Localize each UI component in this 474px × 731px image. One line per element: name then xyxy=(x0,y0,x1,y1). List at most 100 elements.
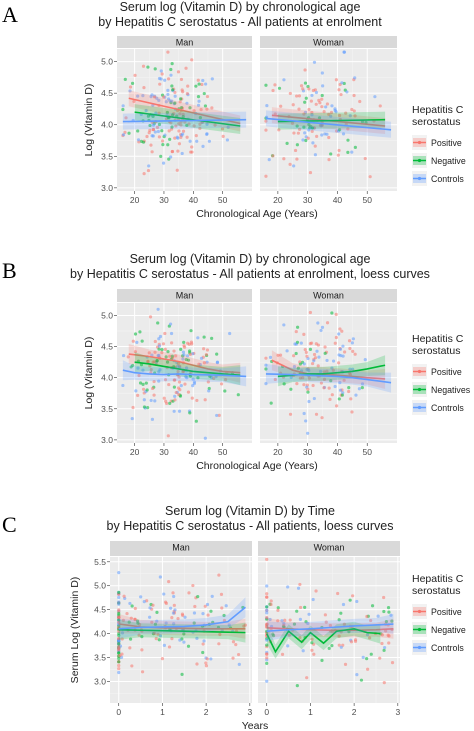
chart-1-point-positive xyxy=(295,382,299,386)
chart-0-point-positive xyxy=(271,88,275,93)
chart-2-point-controls xyxy=(120,631,125,635)
chart-0-legend-title-line2: serostatus xyxy=(412,116,460,128)
chart-2-point-positive xyxy=(265,615,269,620)
chart-1-point-controls xyxy=(302,362,306,366)
chart-0-point-positive xyxy=(307,107,311,112)
chart-0-point-controls xyxy=(207,139,211,143)
chart-2-point-controls xyxy=(301,649,305,653)
chart-2-point-positive xyxy=(378,656,382,660)
chart-1-point-controls xyxy=(312,396,316,401)
chart-2-point-negative xyxy=(359,678,364,682)
chart-0-point-positive xyxy=(152,95,157,99)
chart-1-point-positive xyxy=(278,353,283,357)
chart-0-point-negative xyxy=(166,143,170,147)
chart-1-legend-label-positive: Positive xyxy=(431,367,462,377)
chart-0-point-controls xyxy=(334,110,338,114)
chart-0-point-negative xyxy=(160,129,164,133)
chart-0-point-positive xyxy=(336,153,340,157)
chart-0-point-controls xyxy=(188,139,192,143)
chart-0-point-positive xyxy=(150,150,154,154)
chart-1-point-positive xyxy=(342,378,346,382)
chart-1-x-tick-label: 50 xyxy=(362,447,372,457)
chart-0-point-negative xyxy=(188,106,192,110)
chart-1-point-negative xyxy=(296,366,300,370)
chart-2-point-positive xyxy=(243,623,247,627)
chart-0-point-negative xyxy=(338,128,342,132)
chart-2-point-positive xyxy=(204,664,209,668)
chart-0-point-positive xyxy=(141,64,146,68)
chart-0-point-controls xyxy=(163,133,167,137)
chart-0-point-controls xyxy=(265,103,269,108)
chart-1-x-tick-label: 30 xyxy=(159,447,169,457)
chart-0-point-controls xyxy=(313,153,318,157)
chart-2-point-controls xyxy=(339,645,343,649)
chart-2-point-negative xyxy=(180,672,184,676)
chart-2-point-controls xyxy=(195,636,199,640)
chart-2-point-positive xyxy=(298,635,302,640)
chart-1-point-negative xyxy=(330,311,334,315)
chart-2-point-positive xyxy=(140,670,145,674)
chart-0-point-negative xyxy=(364,120,368,125)
chart-2-point-positive xyxy=(181,613,185,618)
chart-0-point-controls xyxy=(333,107,337,111)
chart-0-point-negative xyxy=(285,141,289,145)
chart-0-point-positive xyxy=(378,104,382,108)
chart-2-point-controls xyxy=(117,670,121,675)
chart-1-point-positive xyxy=(307,376,311,380)
chart-1-point-controls xyxy=(130,416,134,421)
chart-0-point-positive xyxy=(190,145,194,149)
chart-2-point-positive xyxy=(204,661,208,665)
chart-0-point-negative xyxy=(307,122,311,127)
chart-1-point-controls xyxy=(307,368,311,373)
chart-0-point-controls xyxy=(307,128,311,132)
chart-1-point-controls xyxy=(158,368,162,372)
chart-0-point-positive xyxy=(277,128,281,132)
chart-1-point-controls xyxy=(157,337,161,341)
chart-2-point-controls xyxy=(280,619,284,623)
chart-2-point-positive xyxy=(280,652,285,656)
chart-2-point-controls xyxy=(209,657,213,661)
chart-1-point-controls xyxy=(338,388,343,392)
chart-1-point-controls xyxy=(150,417,155,421)
chart-2-point-controls xyxy=(172,594,176,599)
chart-0-point-controls xyxy=(226,125,230,129)
chart-2-point-positive xyxy=(152,631,157,635)
chart-2-point-controls xyxy=(306,621,310,626)
chart-0-point-negative xyxy=(153,67,157,71)
chart-2-point-controls xyxy=(307,612,311,616)
chart-1-point-positive xyxy=(177,380,182,384)
chart-2-point-negative xyxy=(117,660,121,664)
chart-1-point-controls xyxy=(304,419,308,423)
chart-1-point-controls xyxy=(199,356,204,360)
chart-0-point-controls xyxy=(136,138,141,142)
chart-1-point-controls xyxy=(325,358,329,363)
chart-0-point-positive xyxy=(198,126,202,130)
chart-1-point-negative xyxy=(337,397,341,401)
chart-0-point-positive xyxy=(307,87,311,91)
chart-1-point-controls xyxy=(157,379,161,383)
chart-1-points-woman xyxy=(264,310,367,435)
chart-1-point-positive xyxy=(312,352,317,357)
chart-2-point-positive xyxy=(310,637,314,641)
chart-2-point-positive xyxy=(156,632,160,636)
chart-2-point-positive xyxy=(117,637,121,641)
chart-2-x-tick-label: 0 xyxy=(116,707,121,717)
chart-0-point-positive xyxy=(148,128,152,133)
chart-2-point-controls xyxy=(265,608,269,612)
chart-1-point-negative xyxy=(146,406,150,410)
chart-0-point-positive xyxy=(178,112,182,116)
chart-2-point-positive xyxy=(282,623,286,627)
chart-a-title: Serum log (Vitamin D) by chronological a… xyxy=(60,0,420,30)
chart-1-point-negative xyxy=(129,365,133,369)
chart-0-point-positive xyxy=(200,82,204,87)
chart-1-point-negative xyxy=(186,358,191,362)
chart-2-point-controls xyxy=(173,608,177,612)
chart-1-point-positive xyxy=(172,349,176,353)
chart-1-point-positive xyxy=(152,379,156,384)
chart-0-point-positive xyxy=(170,150,174,154)
chart-1-point-controls xyxy=(215,361,220,365)
chart-1-point-negative xyxy=(140,339,144,343)
chart-2-point-positive xyxy=(170,637,174,641)
chart-0-point-controls xyxy=(151,123,156,127)
chart-1-point-positive xyxy=(149,367,153,372)
